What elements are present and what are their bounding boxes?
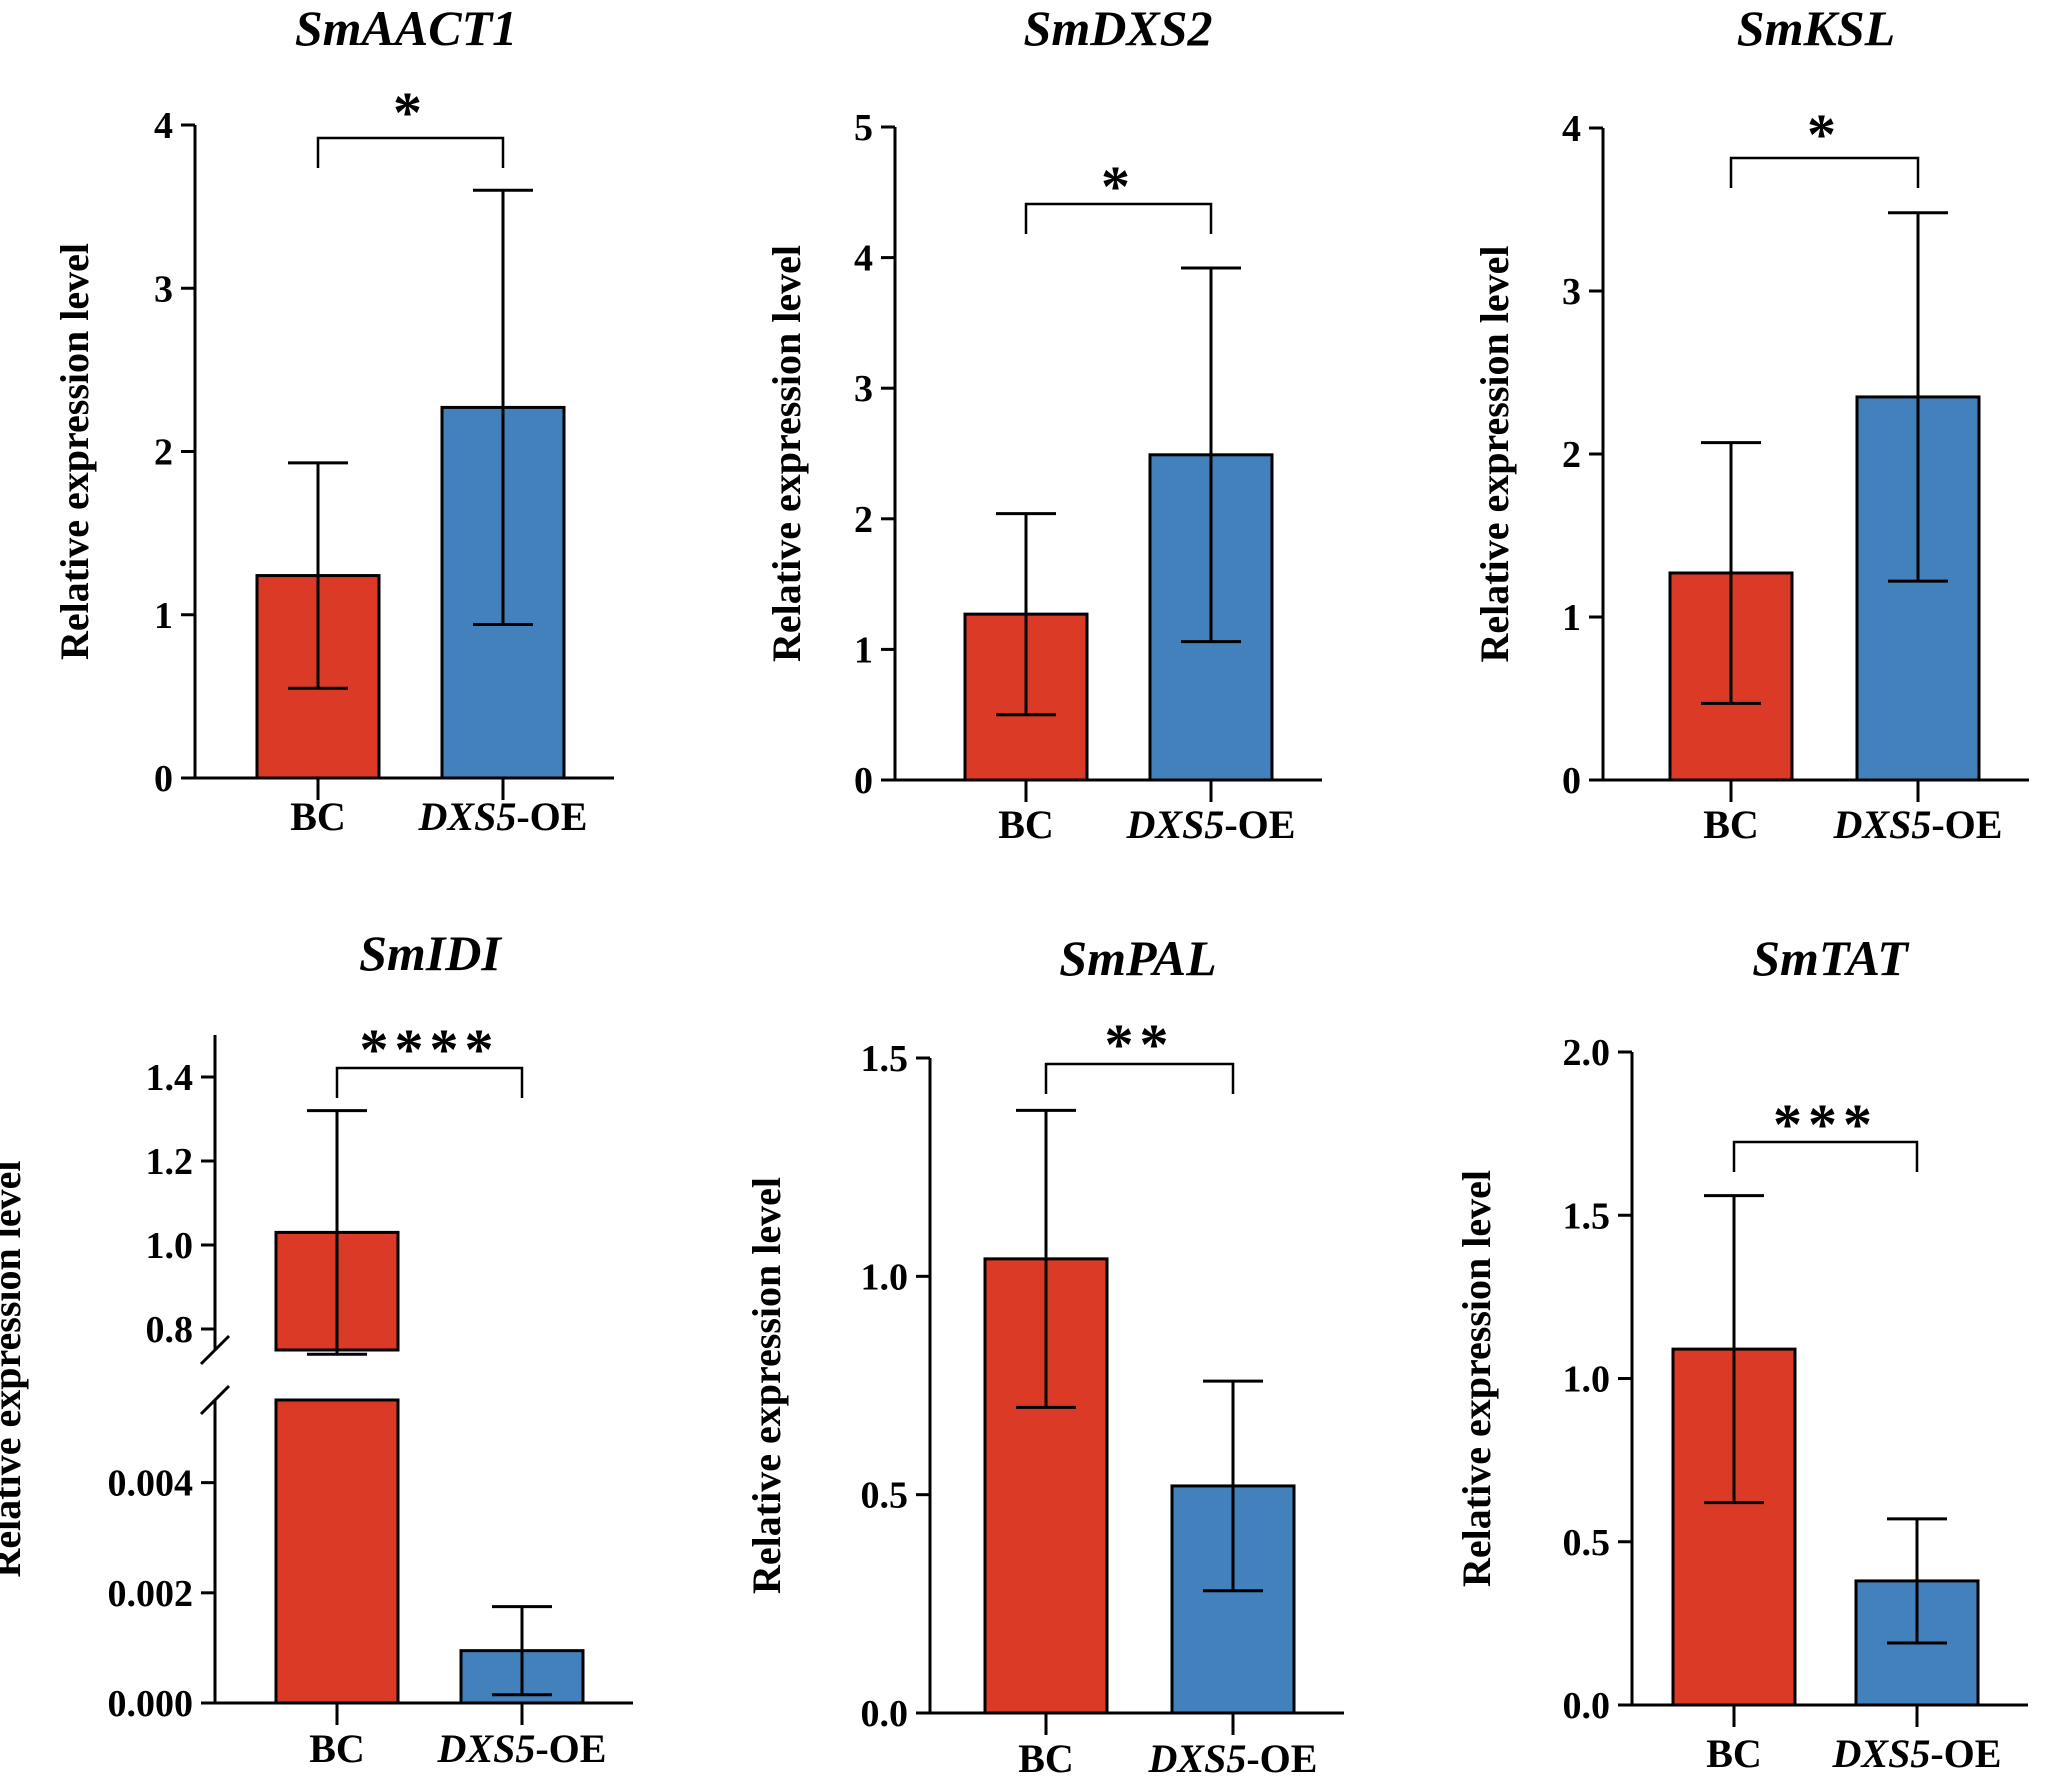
y-tick-label: 1.4 (146, 1057, 194, 1099)
y-tick-label: 0.000 (108, 1683, 194, 1725)
y-tick-label: 3 (154, 268, 173, 310)
significance-stars: * (1101, 154, 1136, 219)
chart-panel-SmKSL: SmKSL Relative expression level 0 1 2 3 4 BC DXS… (1472, 0, 2029, 847)
x-tick-label-plain: BC (1706, 1731, 1762, 1776)
y-tick-label: 0.002 (108, 1573, 194, 1615)
x-tick-label: DXS5-OE (418, 794, 588, 839)
significance-stars: **** (360, 1017, 500, 1082)
y-tick-label: 0.0 (1563, 1685, 1611, 1727)
x-tick-label-italic: DXS5 (1832, 1731, 1931, 1776)
x-tick-label: BC (1706, 1731, 1762, 1776)
significance-stars: * (1807, 102, 1842, 167)
chart-panel-SmDXS2: SmDXS2 Relative expression level 0 1 2 3 4 5 BC D… (764, 0, 1322, 847)
x-tick-label: BC (1018, 1736, 1074, 1781)
significance-bracket (1729, 156, 1920, 188)
x-tick-label-plain: BC (290, 794, 346, 839)
x-tick-label-plain: BC (309, 1726, 365, 1771)
bar-bc-lower (274, 1398, 400, 1705)
y-tick-label: 0 (154, 758, 173, 800)
x-tick-label-plain: -OE (1931, 802, 2002, 847)
y-tick-label: 1 (854, 629, 873, 671)
x-tick-label: DXS5-OE (1832, 1731, 2002, 1776)
chart-title: SmDXS2 (1024, 0, 1213, 56)
y-tick-label: 0 (1562, 760, 1581, 802)
y-axis-label: Relative expression level (764, 245, 809, 662)
y-tick-label: 1.0 (146, 1225, 194, 1267)
significance-bracket (1044, 1062, 1235, 1094)
chart-title: SmKSL (1737, 0, 1895, 56)
x-tick-label-plain: -OE (1930, 1731, 2001, 1776)
chart-title: SmPAL (1059, 930, 1216, 986)
y-tick-label: 5 (854, 107, 873, 149)
y-tick-label: 1.2 (146, 1141, 194, 1183)
y-tick-label: 1 (154, 595, 173, 637)
y-tick-label: 0.5 (861, 1475, 909, 1517)
significance-bracket (1732, 1140, 1919, 1172)
x-tick-label-plain: -OE (1224, 802, 1295, 847)
y-tick-label: 1.5 (1563, 1195, 1611, 1237)
chart-title: SmIDI (359, 925, 502, 981)
x-tick-label-italic: DXS5 (437, 1726, 536, 1771)
y-tick-label: 2.0 (1563, 1032, 1611, 1074)
chart-title: SmTAT (1752, 930, 1910, 986)
y-tick-label: 4 (854, 238, 873, 280)
y-axis-label: Relative expression level (1472, 246, 1517, 663)
significance-stars: *** (1773, 1092, 1878, 1157)
y-tick-label: 0 (854, 760, 873, 802)
x-tick-label: BC (998, 802, 1054, 847)
y-tick-label: 0.8 (146, 1309, 194, 1351)
y-tick-label: 1.5 (861, 1038, 909, 1080)
significance-stars: ** (1105, 1012, 1175, 1077)
y-tick-label: 1 (1562, 597, 1581, 639)
significance-bracket (1024, 202, 1213, 234)
chart-panel-SmPAL: SmPAL Relative expression level 0.0 0.5 1.0 1… (744, 930, 1344, 1781)
chart-title: SmAACT1 (295, 0, 517, 56)
y-axis-label: Relative expression level (52, 243, 97, 660)
x-tick-label: BC (309, 1726, 365, 1771)
x-tick-label-italic: DXS5 (418, 794, 517, 839)
x-tick-label-plain: BC (1703, 802, 1759, 847)
x-tick-label-italic: DXS5 (1833, 802, 1932, 847)
y-tick-label: 2 (1562, 434, 1581, 476)
x-tick-label-plain: -OE (535, 1726, 606, 1771)
y-tick-label: 0.0 (861, 1693, 909, 1735)
x-tick-label-plain: BC (998, 802, 1054, 847)
y-tick-label: 1.0 (1563, 1359, 1611, 1401)
y-tick-label: 3 (1562, 271, 1581, 313)
x-tick-label: BC (290, 794, 346, 839)
y-tick-label: 2 (154, 432, 173, 474)
y-axis-label: Relative expression level (0, 1161, 29, 1578)
x-tick-label-plain: -OE (516, 794, 587, 839)
x-tick-label: DXS5-OE (437, 1726, 607, 1771)
x-tick-label: BC (1703, 802, 1759, 847)
y-axis-label: Relative expression level (744, 1177, 789, 1594)
y-tick-label: 2 (854, 499, 873, 541)
x-tick-label: DXS5-OE (1148, 1736, 1318, 1781)
chart-panel-SmIDI: SmIDI Relative expression level 0.8 1.0 1.2 1… (0, 925, 633, 1771)
y-tick-label: 1.0 (861, 1256, 909, 1298)
axis-break-mark (199, 1334, 231, 1366)
chart-panel-SmTAT: SmTAT Relative expression level 0.0 0.5 1.0 1… (1454, 930, 2028, 1776)
x-tick-label: DXS5-OE (1126, 802, 1296, 847)
y-tick-label: 4 (154, 105, 173, 147)
x-tick-label-italic: DXS5 (1148, 1736, 1247, 1781)
x-tick-label: DXS5-OE (1833, 802, 2003, 847)
x-tick-label-italic: DXS5 (1126, 802, 1225, 847)
y-tick-label: 0.5 (1563, 1522, 1611, 1564)
x-tick-label-plain: -OE (1246, 1736, 1317, 1781)
axis-break-mark (199, 1384, 231, 1416)
y-axis-label: Relative expression level (1454, 1170, 1499, 1587)
significance-bracket (316, 136, 505, 168)
significance-stars: * (393, 80, 428, 145)
y-tick-label: 4 (1562, 108, 1581, 150)
y-tick-label: 3 (854, 368, 873, 410)
x-tick-label-plain: BC (1018, 1736, 1074, 1781)
y-tick-label: 0.004 (108, 1463, 194, 1505)
chart-panel-SmAACT1: SmAACT1 Relative expression level 0 1 2 3 4 BC D… (52, 0, 614, 839)
significance-bracket (335, 1066, 524, 1098)
